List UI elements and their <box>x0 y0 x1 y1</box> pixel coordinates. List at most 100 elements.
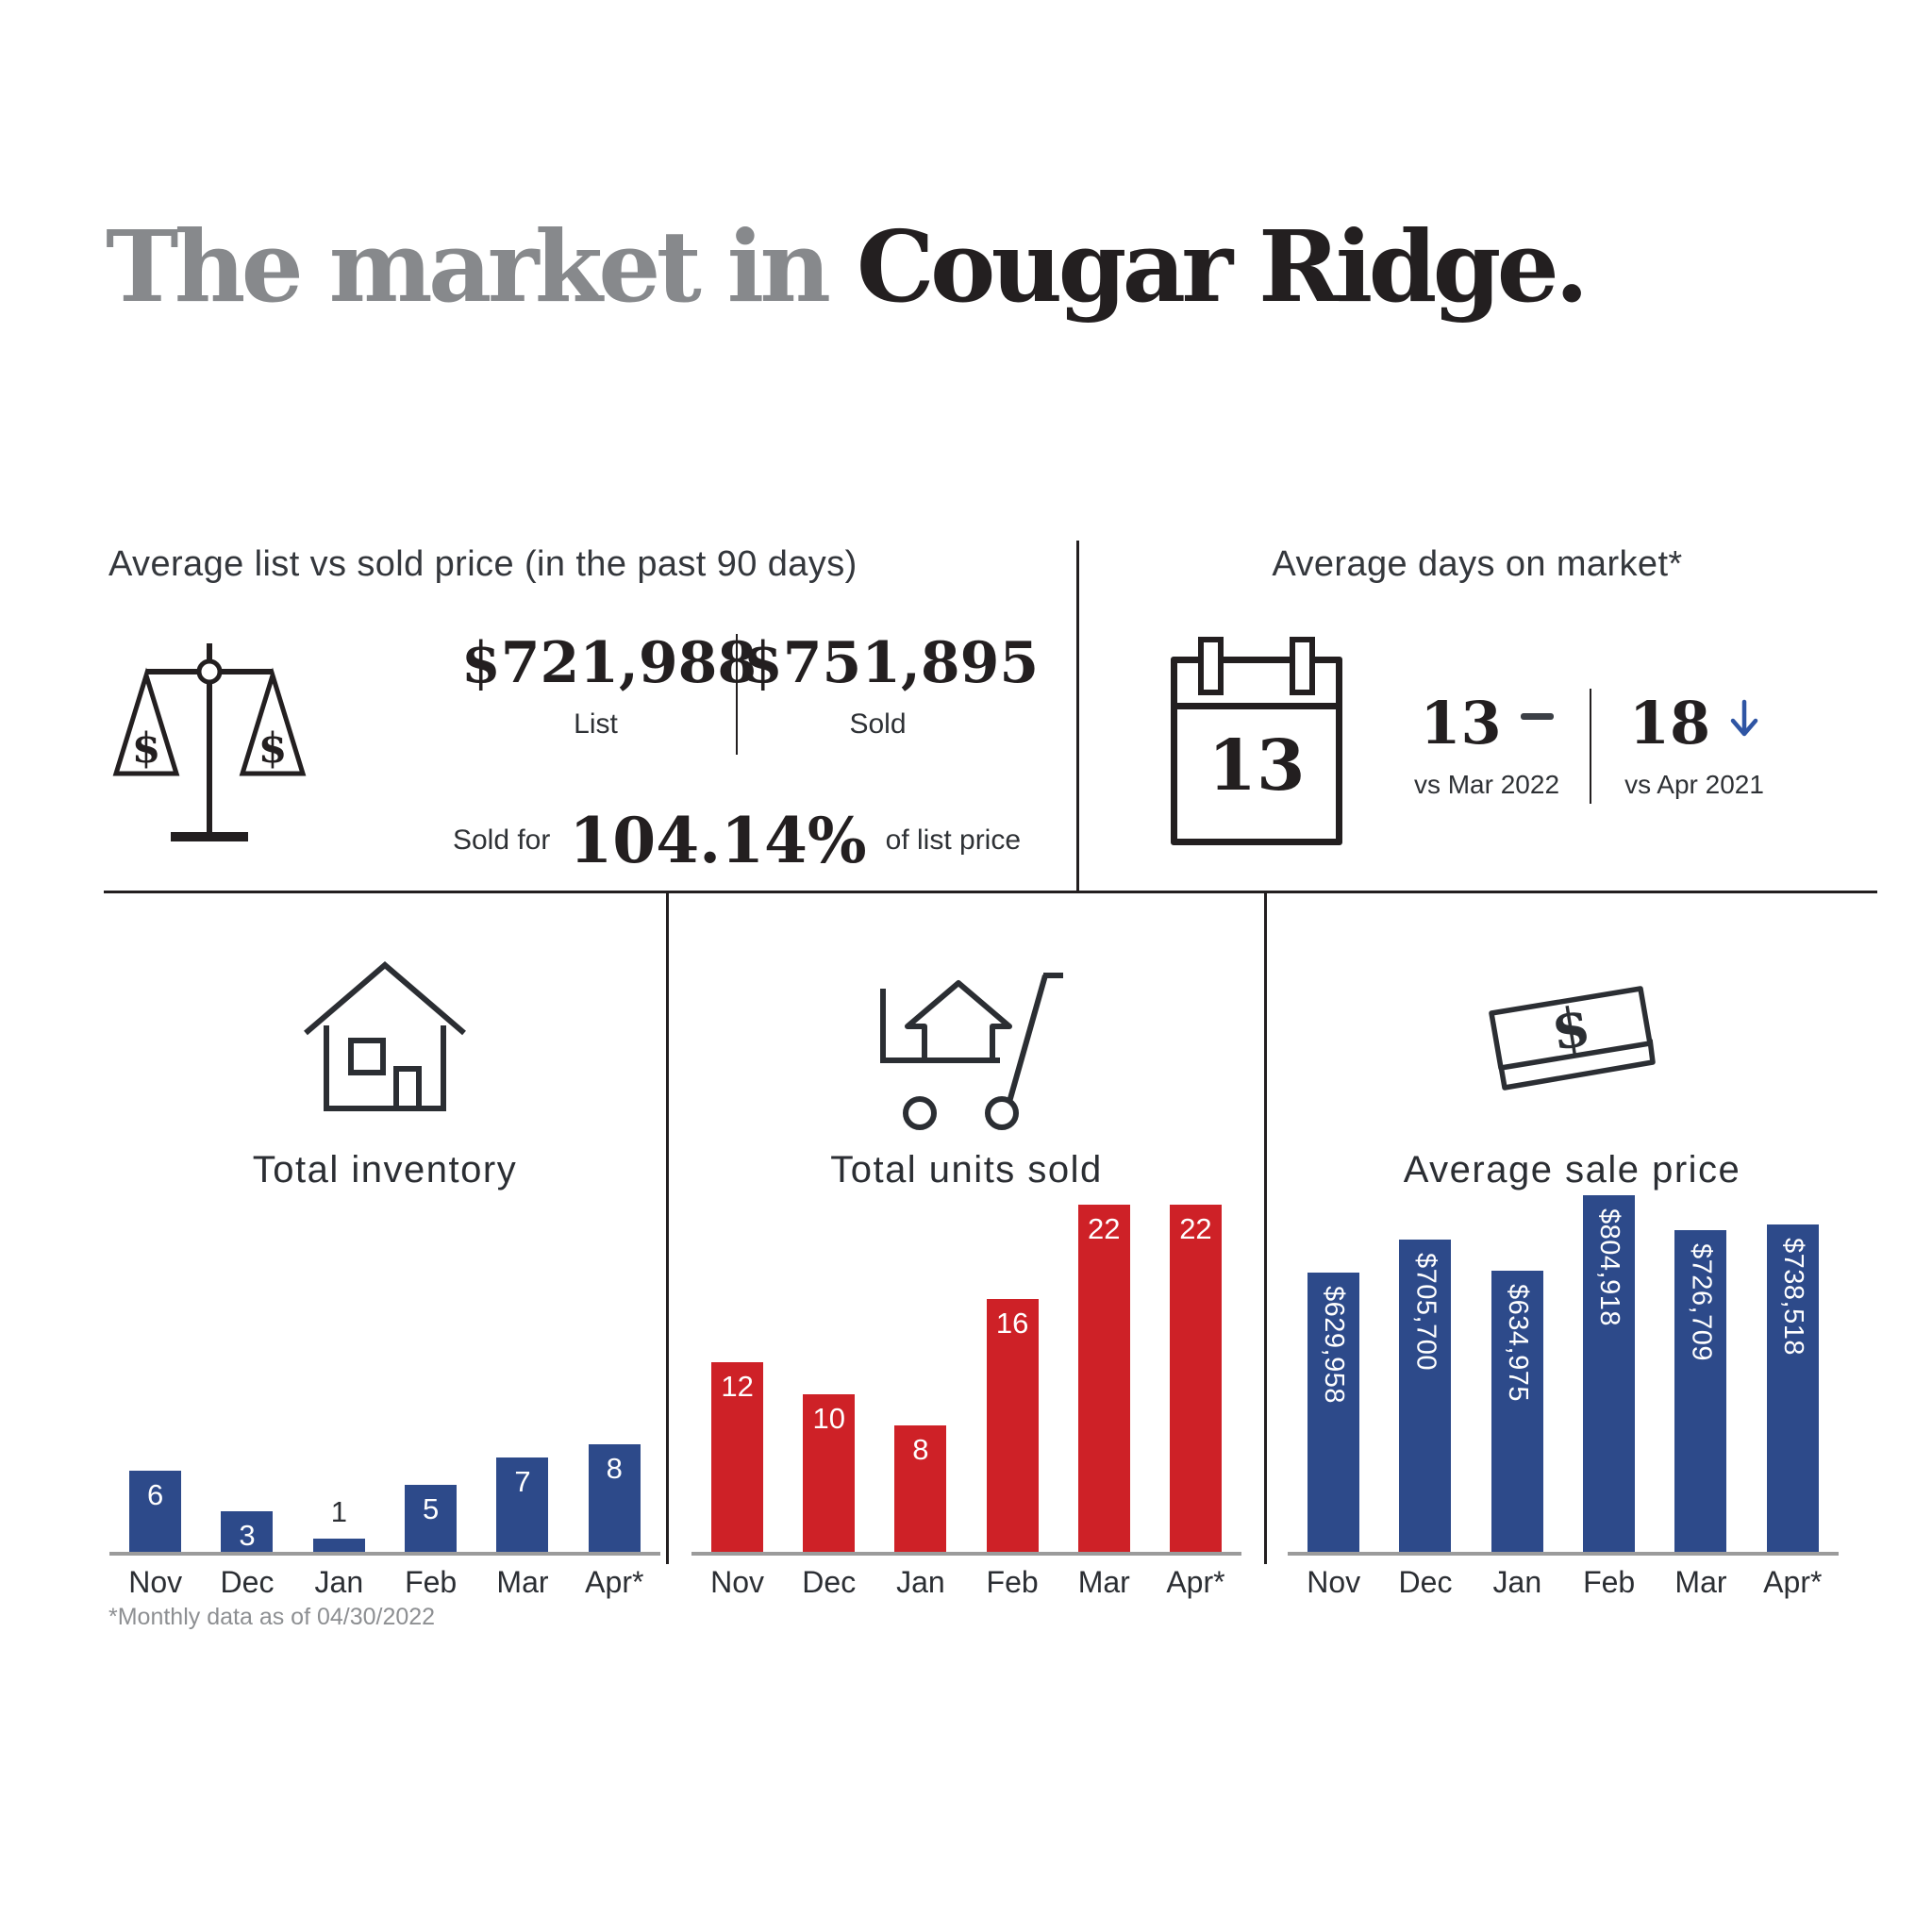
month-label-Dec: Dec <box>1398 1565 1453 1599</box>
sale-price-bars: $629,958 $705,700 $634,975 $804,918 $726,709… <box>1288 1174 1839 1556</box>
inventory-bars: 6 3 1 5 7 8 <box>109 1174 660 1556</box>
house-cart-icon <box>879 972 1063 1130</box>
ratio-prefix: Sold for <box>452 824 551 856</box>
bar-Feb: $804,918 <box>1583 1195 1636 1552</box>
page-title-prefix: The market in <box>106 208 857 325</box>
bar-Dec: $705,700 <box>1399 1240 1452 1552</box>
calendar-divider-line <box>1177 703 1336 709</box>
top-vertical-divider <box>1076 541 1079 891</box>
bar-Feb: 16 <box>986 1299 1039 1552</box>
horizontal-divider <box>104 891 1877 893</box>
bar-slot: $804,918 <box>1563 1195 1655 1552</box>
sold-price-label: Sold <box>849 708 907 740</box>
bar-Mar: 22 <box>1077 1205 1130 1552</box>
bar-Feb: 5 <box>405 1485 458 1552</box>
banknote-icon: $ <box>1488 985 1656 1091</box>
vs-prev-month-value: 13 <box>1420 689 1502 758</box>
bar-value-label: $629,958 <box>1319 1286 1350 1404</box>
bar-slot: 1 <box>293 1495 385 1552</box>
bar-value-label: 5 <box>423 1492 440 1525</box>
calendar-icon: 13 <box>1171 637 1342 845</box>
bar-value-label: $804,918 <box>1594 1208 1625 1326</box>
bar-Jan: $634,975 <box>1491 1271 1543 1552</box>
ratio-value: 104.14% <box>569 804 867 877</box>
average-sale-price-title: Average sale price <box>1403 1149 1741 1191</box>
list-vs-sold-section: Average list vs sold price (in the past … <box>108 544 1057 877</box>
total-units-sold-panel: Total units sold 12 10 8 16 22 22 Nov Dec Jan Fe… <box>669 891 1264 1607</box>
page-title: The market in Cougar Ridge. <box>106 215 1589 318</box>
bar-slot: $634,975 <box>1472 1271 1563 1552</box>
total-units-sold-title: Total units sold <box>830 1149 1103 1191</box>
bar-value-label: $705,700 <box>1410 1253 1441 1371</box>
bar-Apr: $738,518 <box>1766 1224 1819 1552</box>
total-inventory-panel: Total inventory 6 3 1 5 7 8 Nov Dec Jan Feb Mar Ap… <box>104 891 666 1607</box>
bar-value-label: 1 <box>330 1495 347 1528</box>
vs-prev-month-label: vs Mar 2022 <box>1413 770 1560 799</box>
bar-slot: 8 <box>569 1444 660 1552</box>
month-label-Apr: Apr* <box>1166 1565 1225 1599</box>
page-title-neighborhood: Cougar Ridge. <box>856 208 1589 325</box>
vs-prev-year-value: 18 <box>1628 689 1711 758</box>
bar-Mar: $726,709 <box>1674 1230 1727 1552</box>
sold-price-value: $751,895 <box>743 630 1040 696</box>
days-on-market-heading: Average days on market* <box>1272 544 1683 584</box>
month-label-Jan: Jan <box>896 1565 945 1599</box>
bottom-vertical-divider-1 <box>666 891 669 1564</box>
ratio-suffix: of list price <box>885 824 1022 856</box>
bar-Nov: $629,958 <box>1307 1273 1360 1552</box>
bar-slot: $738,518 <box>1747 1224 1839 1552</box>
bar-Nov: 12 <box>711 1362 764 1552</box>
month-label-Feb: Feb <box>986 1565 1039 1599</box>
bar-slot: 3 <box>201 1511 292 1552</box>
bar-Jan: 1 <box>312 1495 365 1552</box>
bar-Mar: 7 <box>496 1457 549 1552</box>
svg-text:$: $ <box>132 724 161 773</box>
sold-price-stat: $751,895 Sold <box>743 630 1040 741</box>
month-label-Mar: Mar <box>1077 1565 1130 1599</box>
units-sold-month-axis: Nov Dec Jan Feb Mar Apr* <box>691 1565 1241 1600</box>
month-label-Nov: Nov <box>710 1565 765 1599</box>
sold-to-list-ratio: Sold for 104.14% of list price <box>417 804 1057 877</box>
list-vs-sold-heading: Average list vs sold price (in the past … <box>108 544 858 584</box>
month-label-Feb: Feb <box>405 1565 458 1599</box>
bar-slot: 7 <box>476 1457 568 1552</box>
bar-slot: 16 <box>967 1299 1058 1552</box>
days-stats-divider <box>1590 689 1591 804</box>
bar-slot: 22 <box>1058 1205 1150 1552</box>
total-units-sold-chart: 12 10 8 16 22 22 Nov Dec Jan Feb Mar Apr* <box>691 1174 1241 1600</box>
bar-slot: 12 <box>691 1362 783 1552</box>
bar-Apr: 22 <box>1169 1205 1222 1552</box>
month-label-Feb: Feb <box>1583 1565 1636 1599</box>
bar-value-label: 22 <box>1179 1212 1212 1245</box>
month-label-Apr: Apr* <box>585 1565 644 1599</box>
bar-Jan: 8 <box>894 1425 947 1552</box>
bar-value-label: 3 <box>239 1519 256 1552</box>
month-label-Mar: Mar <box>496 1565 549 1599</box>
bar-value-label: 10 <box>812 1402 845 1435</box>
days-on-market-value: 13 <box>1208 725 1306 807</box>
bar-Apr: 8 <box>588 1444 641 1552</box>
month-label-Mar: Mar <box>1674 1565 1727 1599</box>
vs-prev-month-stat: 13 vs Mar 2022 <box>1397 689 1576 800</box>
list-price-stat: $721,988 List <box>461 630 758 741</box>
total-inventory-chart: 6 3 1 5 7 8 Nov Dec Jan Feb Mar Apr* <box>109 1174 660 1600</box>
list-price-label: List <box>574 708 618 740</box>
average-sale-price-chart: $629,958 $705,700 $634,975 $804,918 $726,709… <box>1288 1174 1839 1600</box>
total-inventory-title: Total inventory <box>252 1149 518 1191</box>
bar-Dec: 10 <box>803 1394 856 1552</box>
bar-slot: $629,958 <box>1288 1273 1379 1552</box>
days-on-market-section: Average days on market* 13 13 vs Mar 202… <box>1077 544 1877 845</box>
list-price-value: $721,988 <box>461 630 758 696</box>
bar-slot: 8 <box>874 1425 966 1552</box>
bar-value-label: $738,518 <box>1777 1238 1808 1356</box>
month-label-Nov: Nov <box>128 1565 183 1599</box>
inventory-month-axis: Nov Dec Jan Feb Mar Apr* <box>109 1565 660 1600</box>
bar-value-label: 6 <box>147 1478 164 1511</box>
bar-slot: 6 <box>109 1471 201 1552</box>
balance-scale-icon: $ $ <box>112 643 307 841</box>
bar-value-label: 22 <box>1088 1212 1121 1245</box>
month-label-Jan: Jan <box>314 1565 364 1599</box>
down-arrow-icon <box>1730 699 1758 737</box>
flat-trend-icon <box>1520 712 1554 720</box>
svg-text:$: $ <box>1546 993 1594 1062</box>
